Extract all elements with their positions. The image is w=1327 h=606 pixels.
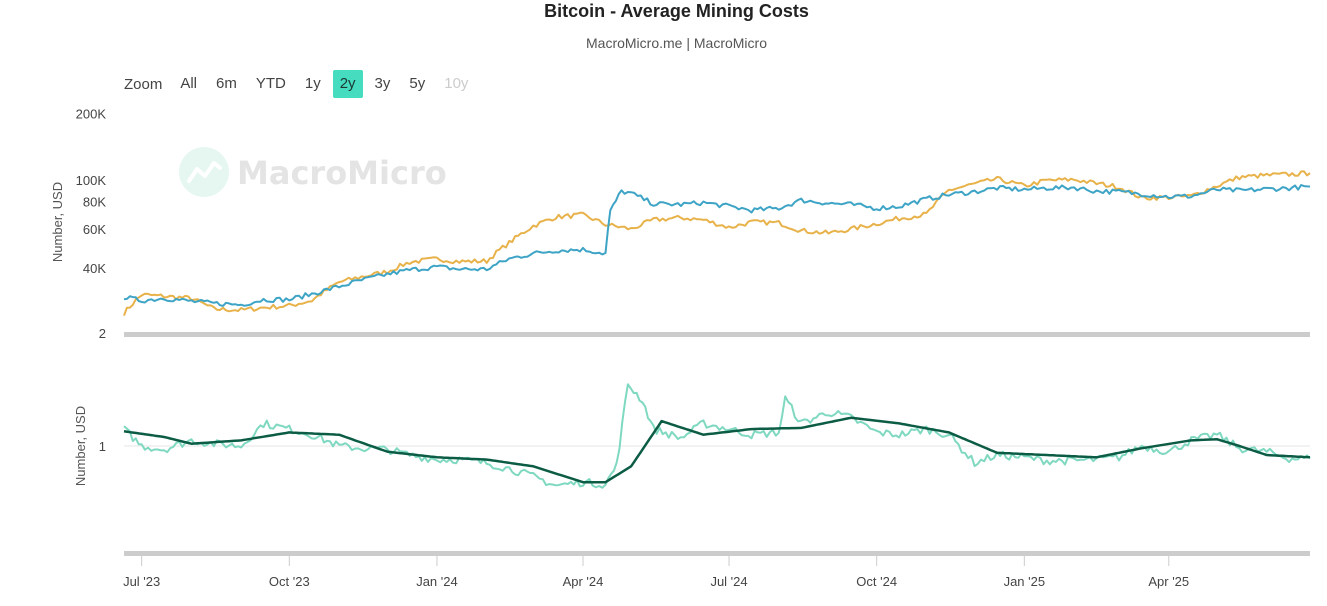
zoom-all-button[interactable]: All bbox=[180, 75, 198, 92]
chart-title: Bitcoin - Average Mining Costs bbox=[544, 1, 809, 21]
top-panel-y-axis-title: Number, USD bbox=[50, 182, 65, 262]
top-panel-divider bbox=[124, 332, 1310, 337]
bottom-y-tick-label: 1 bbox=[99, 439, 106, 454]
chart-logo-mark bbox=[187, 161, 222, 183]
zoom-label: Zoom bbox=[124, 75, 163, 93]
zoom-ytd-button[interactable]: YTD bbox=[255, 75, 286, 92]
x-tick-label: Oct '23 bbox=[269, 574, 310, 589]
zoom-6m-button[interactable]: 6m bbox=[216, 75, 237, 92]
x-tick-label: Apr '24 bbox=[563, 574, 604, 589]
chart-subtitle: MacroMicro.me | MacroMicro bbox=[586, 35, 767, 51]
x-axis: Jul '23 Oct '23 Jan '24 Apr '24 Jul '24 Oct '… bbox=[123, 556, 1189, 589]
x-tick-label: Jul '24 bbox=[710, 574, 747, 589]
chart-logo-icon bbox=[179, 147, 229, 197]
top-y-tick-label: 40K bbox=[83, 261, 106, 276]
top-y-tick-label: 100K bbox=[76, 173, 107, 188]
ratio-series-line bbox=[123, 383, 1311, 489]
zoom-5y-button[interactable]: 5y bbox=[409, 75, 426, 92]
zoom-1y-button[interactable]: 1y bbox=[304, 75, 321, 92]
zoom-3y-button[interactable]: 3y bbox=[374, 75, 391, 92]
zoom-2y-button[interactable]: 2y bbox=[332, 70, 363, 98]
x-tick-label: Jan '25 bbox=[1004, 574, 1046, 589]
ratio-average-series-line bbox=[123, 416, 1311, 484]
bottom-y-tick-label: 2 bbox=[99, 326, 106, 341]
top-y-tick-label: 200K bbox=[76, 106, 107, 121]
price-series-line bbox=[123, 170, 1311, 316]
watermark: MacroMicro bbox=[179, 147, 447, 197]
top-y-tick-label: 80K bbox=[83, 194, 106, 209]
x-tick-label: Oct '24 bbox=[856, 574, 897, 589]
watermark-text: MacroMicro bbox=[237, 154, 447, 192]
zoom-10y-button: 10y bbox=[444, 75, 469, 92]
mining-cost-series-line bbox=[123, 184, 1311, 307]
navigator-bar[interactable] bbox=[124, 551, 1310, 556]
bottom-panel-y-axis-title: Number, USD bbox=[73, 406, 88, 486]
top-panel-y-axis: 200K 100K 80K 60K 40K bbox=[76, 106, 107, 276]
bottom-panel-y-axis: 21 bbox=[99, 326, 106, 454]
x-tick-label: Apr '25 bbox=[1148, 574, 1189, 589]
x-tick-label: Jul '23 bbox=[123, 574, 160, 589]
range-selector: Zoom All 6m YTD 1y 2y 3y 5y 10y bbox=[124, 70, 480, 98]
bottom-panel-series bbox=[123, 383, 1311, 489]
top-y-tick-label: 60K bbox=[83, 222, 106, 237]
top-panel-series bbox=[123, 170, 1311, 316]
x-tick-label: Jan '24 bbox=[416, 574, 458, 589]
